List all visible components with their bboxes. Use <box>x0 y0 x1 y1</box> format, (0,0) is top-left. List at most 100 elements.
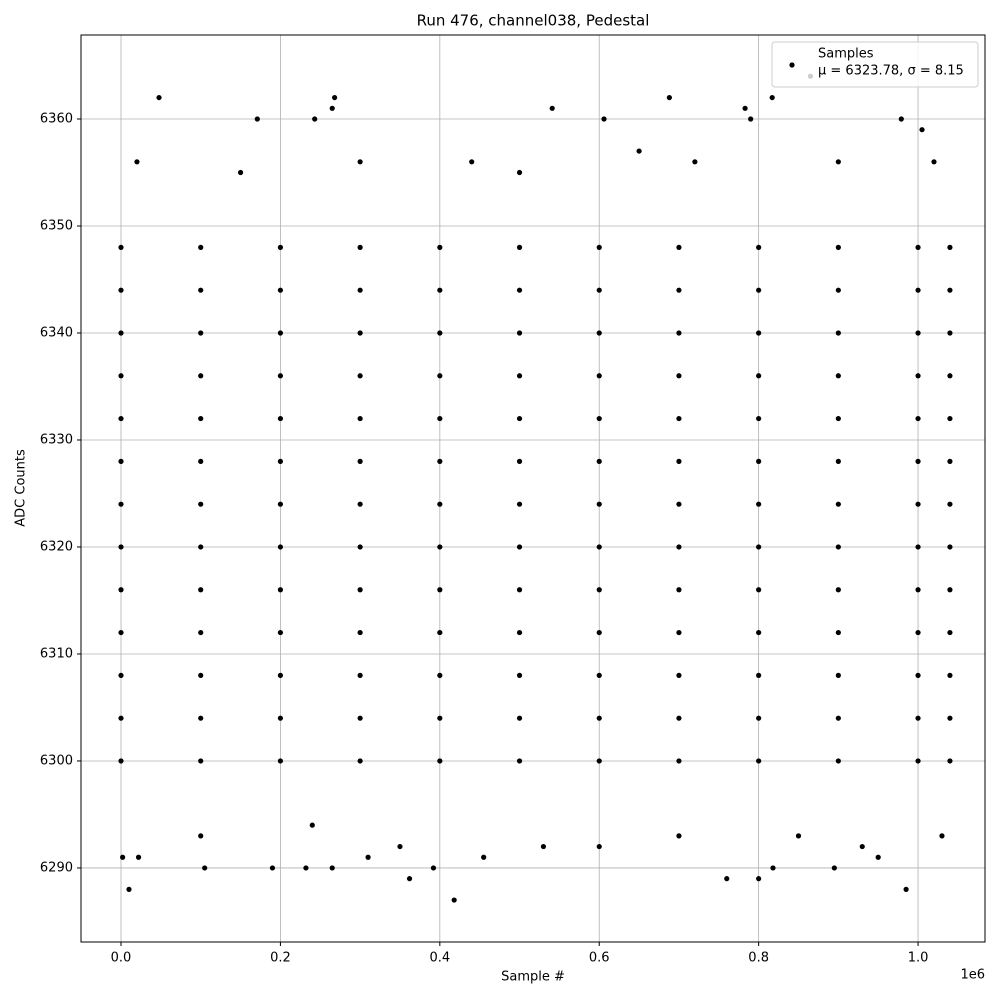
sample-point <box>676 458 682 464</box>
sample-point <box>666 94 672 101</box>
sample-point <box>118 458 124 464</box>
legend-marker <box>789 62 795 68</box>
sample-point <box>118 544 124 550</box>
sample-point <box>947 629 953 636</box>
sample-point <box>118 330 124 336</box>
sample-point <box>357 758 363 764</box>
sample-point <box>835 373 841 379</box>
sample-point <box>437 587 443 593</box>
sample-point <box>596 330 602 336</box>
sample-point <box>915 415 921 422</box>
sample-point <box>903 886 909 892</box>
sample-point <box>676 715 682 721</box>
sample-point <box>437 715 443 721</box>
sample-point <box>947 373 953 379</box>
sample-point <box>277 244 284 250</box>
sample-point <box>118 501 124 507</box>
sample-point <box>947 330 953 336</box>
sample-point <box>516 244 523 250</box>
sample-point <box>437 544 443 550</box>
sample-point <box>198 244 204 250</box>
sample-point <box>835 629 841 636</box>
sample-point <box>118 672 124 678</box>
sample-point <box>596 843 602 850</box>
sample-point <box>756 244 762 250</box>
legend-note: μ = 6323.78, σ = 8.15 <box>818 64 964 79</box>
sample-point <box>540 843 547 850</box>
sample-point <box>770 865 776 871</box>
sample-point <box>516 544 523 550</box>
sample-point <box>135 854 142 860</box>
sample-point <box>277 287 284 293</box>
sample-point <box>357 373 363 379</box>
sample-point <box>915 287 921 293</box>
sample-point <box>756 629 762 636</box>
sample-point <box>198 287 204 293</box>
sample-point <box>118 758 124 764</box>
sample-point <box>397 843 403 850</box>
sample-point <box>277 629 284 636</box>
sample-point <box>516 501 523 507</box>
sample-point <box>365 854 371 860</box>
sample-point <box>919 127 925 133</box>
sample-point <box>516 587 523 593</box>
sample-point <box>676 587 682 593</box>
sample-point <box>596 458 602 464</box>
sample-point <box>118 587 124 593</box>
sample-point <box>915 715 921 721</box>
sample-point <box>437 458 443 464</box>
sample-point <box>915 501 921 507</box>
sample-point <box>947 287 953 293</box>
sample-point <box>769 94 775 101</box>
sample-point <box>437 244 443 250</box>
sample-point <box>898 116 904 122</box>
sample-point <box>915 373 921 379</box>
sample-point <box>469 159 475 165</box>
sample-point <box>835 672 841 678</box>
sample-point <box>596 287 602 293</box>
sample-point <box>795 833 802 839</box>
sample-point <box>915 544 921 550</box>
sample-point <box>437 330 443 336</box>
y-tick-label: 6340 <box>40 325 73 340</box>
sample-point <box>947 715 953 721</box>
sample-point <box>118 715 124 721</box>
sample-point <box>357 672 363 678</box>
sample-point <box>549 105 555 111</box>
sample-point <box>357 544 363 550</box>
sample-point <box>357 629 363 636</box>
sample-point <box>835 159 841 165</box>
y-tick-label: 6350 <box>40 218 73 233</box>
sample-point <box>516 629 523 636</box>
sample-point <box>596 244 602 250</box>
sample-point <box>254 116 260 122</box>
x-tick-label: 0.0 <box>111 951 132 966</box>
sample-point <box>198 587 204 593</box>
sample-point <box>198 458 204 464</box>
sample-point <box>875 854 881 860</box>
sample-point <box>915 629 921 636</box>
sample-point <box>742 105 748 111</box>
sample-point <box>357 415 363 422</box>
sample-point <box>636 148 642 154</box>
sample-point <box>676 833 682 839</box>
sample-point <box>516 415 523 422</box>
sample-point <box>120 854 126 860</box>
sample-point <box>430 865 437 871</box>
sample-point <box>756 715 762 721</box>
sample-point <box>915 587 921 593</box>
sample-point <box>596 501 602 507</box>
sample-point <box>198 373 204 379</box>
y-tick-label: 6320 <box>40 539 73 554</box>
sample-point <box>303 865 309 871</box>
sample-point <box>939 833 945 839</box>
sample-point <box>277 501 284 507</box>
sample-point <box>516 169 523 176</box>
sample-point <box>357 287 363 293</box>
sample-point <box>756 415 762 422</box>
sample-point <box>134 159 140 165</box>
sample-point <box>277 544 284 550</box>
sample-point <box>676 415 682 422</box>
sample-point <box>481 854 487 860</box>
